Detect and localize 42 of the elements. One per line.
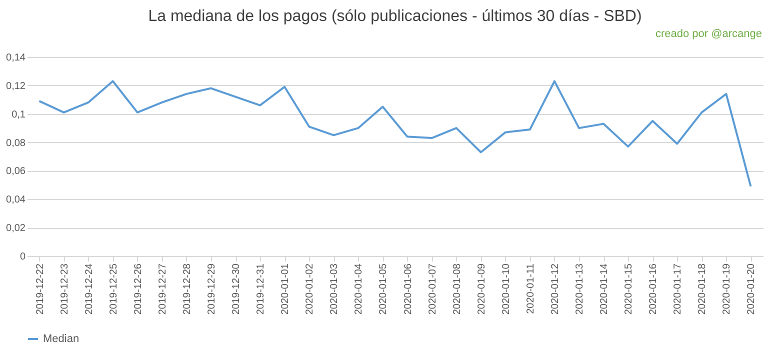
text: creado por @arcange xyxy=(655,28,762,40)
x-tick-label: 2020-01-07 xyxy=(427,263,438,315)
x-tick-label: 2020-01-06 xyxy=(402,263,414,315)
x-tick-label: 2019-12-27 xyxy=(157,263,168,315)
x-tick-label: 2020-01-05 xyxy=(378,263,390,315)
x-tick-label: 2020-01-10 xyxy=(500,263,512,315)
line-series xyxy=(38,80,752,188)
x-tick-label: 2020-01-14 xyxy=(599,263,610,315)
y-tick-label: 0,14 xyxy=(6,52,26,64)
y-tick-label: 0,06 xyxy=(6,166,26,178)
x-tick-label: 2020-01-17 xyxy=(672,263,684,315)
x-tick-label: 2020-01-18 xyxy=(697,263,708,315)
chart-title: La mediana de los pagos (sólo publicaciones - últimos 30 días - SBD) xyxy=(148,8,642,25)
x-tick-label: 2020-01-15 xyxy=(624,263,635,315)
y-tick-label: 0,1 xyxy=(12,109,26,120)
x-tick-label: 2020-01-01 xyxy=(280,263,292,315)
x-tick-label: 2019-12-28 xyxy=(182,263,193,315)
x-tick-label: 2019-12-23 xyxy=(59,263,70,315)
x-tick-label: 2020-01-19 xyxy=(722,263,733,315)
x-tick-label: 2020-01-13 xyxy=(574,263,586,315)
x-tick-label: 2019-12-30 xyxy=(231,263,242,315)
x-tick-label: 2020-01-16 xyxy=(648,263,660,315)
x-tick-label: 2020-01-04 xyxy=(354,263,365,315)
x-tick-label: 2019-12-26 xyxy=(132,263,144,315)
y-tick-label: 0,02 xyxy=(6,223,26,234)
x-tick-label: 2019-12-25 xyxy=(108,263,120,315)
x-tick-label: 2020-01-11 xyxy=(525,263,536,314)
x-tick-label: 2019-12-31 xyxy=(256,263,267,315)
x-tick-label: 2019-12-22 xyxy=(34,263,46,315)
x-tick-label: 2020-01-12 xyxy=(550,263,561,315)
x-tick-label: 2019-12-29 xyxy=(206,263,218,315)
y-tick-label: 0 xyxy=(20,252,26,262)
x-tick-label: 2020-01-20 xyxy=(746,263,758,315)
x-tick-label: 2020-01-08 xyxy=(452,263,463,315)
x-tick-label: 2020-01-09 xyxy=(476,263,488,315)
y-tick-label: 0,04 xyxy=(6,194,26,206)
y-tick-label: 0,08 xyxy=(6,138,26,149)
legend-label: Median xyxy=(43,333,80,345)
x-tick-label: 2020-01-02 xyxy=(304,263,316,315)
y-tick-label: 0,12 xyxy=(6,80,26,92)
x-tick-label: 2020-01-03 xyxy=(329,263,340,315)
x-tick-label: 2019-12-24 xyxy=(84,263,95,315)
